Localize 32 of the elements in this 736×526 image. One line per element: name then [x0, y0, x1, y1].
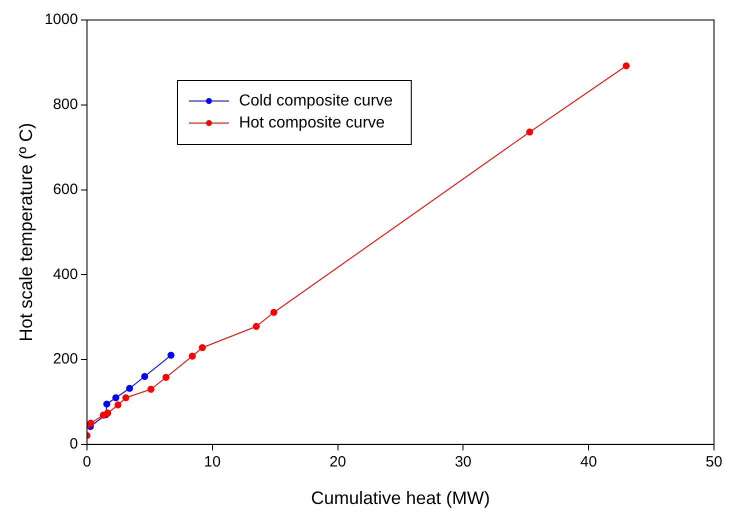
x-tick-label: 10 — [204, 454, 221, 471]
point — [167, 352, 174, 359]
x-tick-label: 20 — [329, 454, 346, 471]
point — [112, 394, 120, 402]
point — [141, 372, 148, 380]
point — [622, 62, 630, 70]
y-axis-title: Hot scale temperature (º C) — [16, 122, 36, 342]
legend-label: Cold composite curve — [238, 92, 393, 110]
x-tick-label: 40 — [580, 454, 597, 471]
x-axis-title: Cumulative heat (MW) — [310, 488, 490, 508]
point — [122, 394, 130, 402]
point — [198, 344, 206, 352]
legend-label: Hot composite curve — [238, 114, 385, 132]
point — [188, 352, 196, 360]
y-tick-label: 1000 — [44, 11, 78, 28]
y-tick-label: 800 — [52, 96, 78, 114]
point — [147, 386, 154, 393]
point — [87, 420, 94, 427]
point — [126, 384, 134, 392]
x-tick-label: 0 — [82, 454, 92, 471]
y-tick-label: 0 — [70, 436, 78, 453]
y-tick-label: 600 — [52, 180, 78, 198]
point — [270, 308, 278, 316]
point — [103, 400, 110, 408]
point — [114, 401, 122, 408]
y-tick-label: 200 — [52, 350, 78, 368]
point — [162, 374, 170, 381]
x-tick-label: 30 — [454, 454, 472, 471]
x-tick-label: 50 — [706, 454, 722, 471]
y-tick-label: 400 — [52, 266, 78, 283]
point — [252, 322, 260, 330]
point — [526, 128, 534, 136]
